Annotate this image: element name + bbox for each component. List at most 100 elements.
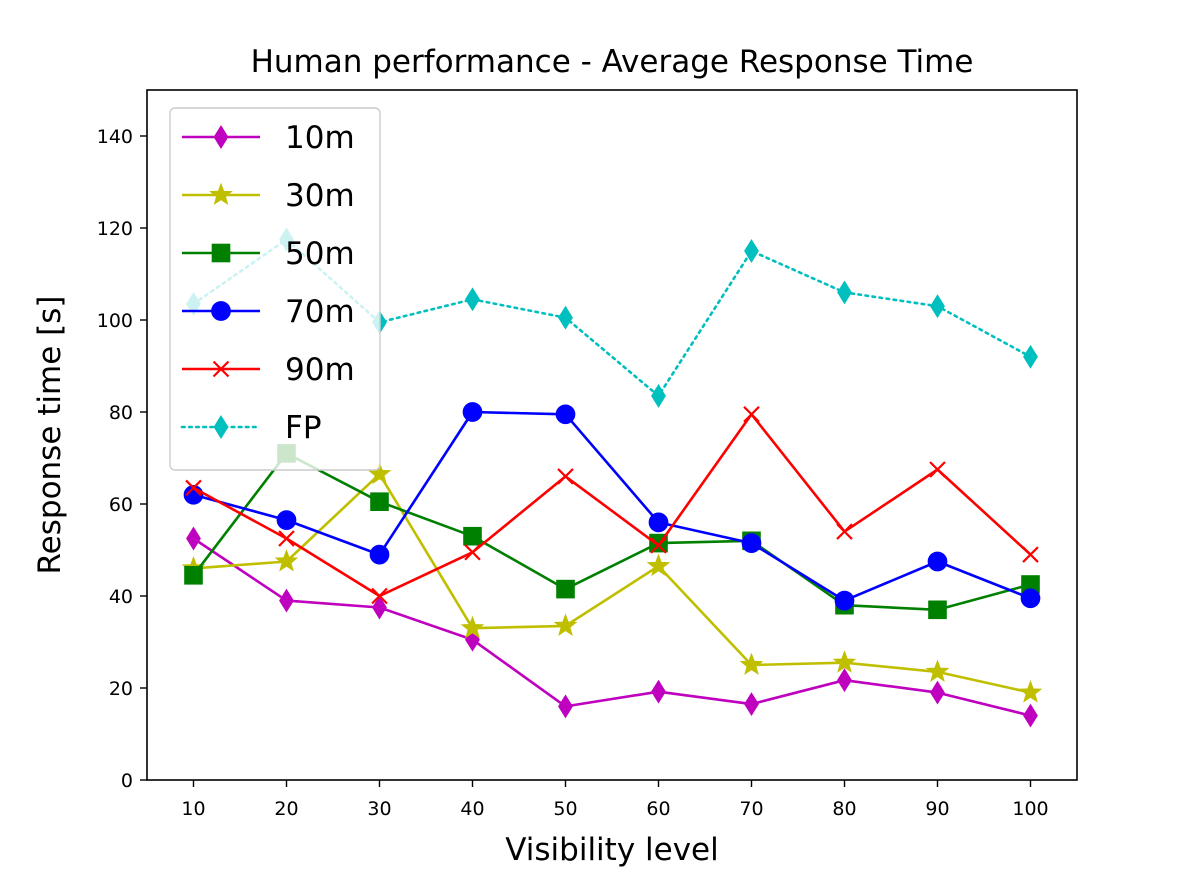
- data-point: [1018, 680, 1043, 703]
- data-point: [651, 383, 666, 408]
- data-point: [185, 479, 202, 497]
- y-tick-label: 20: [109, 678, 133, 700]
- legend-label: 10m: [285, 120, 355, 156]
- x-tick-label: 30: [367, 798, 391, 820]
- legend-box: [169, 107, 381, 471]
- data-point: [650, 537, 667, 554]
- x-tick-label: 80: [832, 798, 856, 820]
- legend-marker: [213, 125, 229, 149]
- series-line: [192, 238, 1032, 398]
- data-point: [555, 404, 576, 425]
- legend-item: 90m: [182, 352, 355, 388]
- x-tick-label: 40: [460, 798, 484, 820]
- data-point: [741, 533, 762, 553]
- y-tick-label: 0: [121, 770, 133, 792]
- data-point: [556, 579, 575, 599]
- chart-title: Human performance - Average Response Tim…: [251, 44, 974, 80]
- series-30m: [181, 461, 1043, 703]
- x-tick-label: 100: [1012, 798, 1048, 820]
- y-tick-label: 140: [97, 126, 133, 148]
- legend-item: 30m: [182, 178, 355, 214]
- legend-label: 90m: [285, 352, 355, 388]
- y-tick-label: 40: [109, 586, 133, 608]
- data-point: [372, 595, 387, 620]
- data-point: [1023, 703, 1038, 728]
- data-point: [646, 553, 671, 577]
- legend-item: 70m: [182, 294, 355, 330]
- data-point: [837, 280, 852, 305]
- data-point: [744, 239, 759, 263]
- data-point: [651, 679, 666, 704]
- data-point: [463, 526, 482, 546]
- y-tick-label: 80: [109, 402, 133, 424]
- data-point: [739, 652, 764, 676]
- y-axis-title: Response time [s]: [32, 296, 68, 575]
- data-point: [1023, 344, 1038, 369]
- data-point: [464, 544, 481, 561]
- legend-marker: [211, 243, 231, 263]
- data-point: [369, 544, 390, 565]
- data-point: [744, 692, 759, 717]
- data-point: [832, 650, 857, 673]
- series-line: [192, 452, 1031, 612]
- y-tick-label: 120: [97, 218, 133, 240]
- y-tick-label: 60: [109, 494, 133, 516]
- legend-label: 70m: [285, 294, 355, 330]
- data-point: [465, 287, 480, 312]
- legend-item: 10m: [182, 120, 355, 156]
- legend-label: FP: [285, 410, 322, 446]
- data-point: [371, 587, 388, 605]
- series-line: [192, 537, 1031, 717]
- data-point: [186, 526, 201, 551]
- legend-item: 50m: [182, 236, 355, 272]
- legend-label: 50m: [285, 236, 355, 272]
- data-point: [837, 668, 852, 693]
- data-point: [743, 406, 760, 423]
- legend-marker: [213, 415, 229, 439]
- x-axis: 10 20 30 40 50 60 70 80 90 100: [181, 780, 1049, 820]
- series-10m: [186, 526, 1038, 728]
- x-tick-label: 90: [925, 798, 949, 820]
- series-70m: [183, 402, 1041, 611]
- data-point: [278, 530, 295, 547]
- legend-marker: [211, 301, 231, 321]
- x-tick-label: 50: [553, 798, 577, 820]
- series-90m: [185, 406, 1039, 605]
- data-point: [462, 402, 483, 422]
- data-point: [834, 590, 855, 611]
- series-line: [193, 410, 1031, 602]
- legend-marker: [209, 182, 233, 206]
- data-point: [279, 588, 294, 613]
- x-tick-label: 70: [739, 798, 763, 820]
- series-line: [192, 412, 1032, 598]
- y-axis: 0 20 40 60 80 100 120 140: [97, 126, 147, 792]
- data-point: [553, 613, 578, 636]
- data-point: [930, 294, 945, 319]
- data-point: [558, 305, 573, 330]
- data-point: [925, 659, 950, 682]
- x-axis-title: Visibility level: [505, 832, 719, 868]
- series-line: [193, 472, 1031, 694]
- legend-item: FP: [180, 410, 322, 446]
- data-point: [274, 549, 299, 572]
- x-tick-label: 20: [274, 798, 298, 820]
- data-point: [928, 600, 947, 620]
- data-point: [927, 551, 948, 572]
- data-point: [836, 523, 853, 540]
- legend: 10m 30m 50m 70m 90m FP: [169, 107, 381, 471]
- data-point: [460, 615, 485, 639]
- data-point: [276, 510, 297, 530]
- legend-label: 30m: [285, 178, 355, 214]
- y-tick-label: 100: [97, 310, 133, 332]
- data-point: [558, 694, 573, 719]
- data-point: [929, 461, 946, 478]
- data-point: [557, 468, 574, 485]
- data-point: [184, 566, 203, 585]
- data-point: [648, 512, 669, 533]
- data-point: [1022, 546, 1039, 563]
- data-point: [930, 680, 945, 705]
- x-tick-label: 10: [181, 798, 205, 820]
- x-tick-label: 60: [646, 798, 670, 820]
- legend-marker: [212, 360, 230, 378]
